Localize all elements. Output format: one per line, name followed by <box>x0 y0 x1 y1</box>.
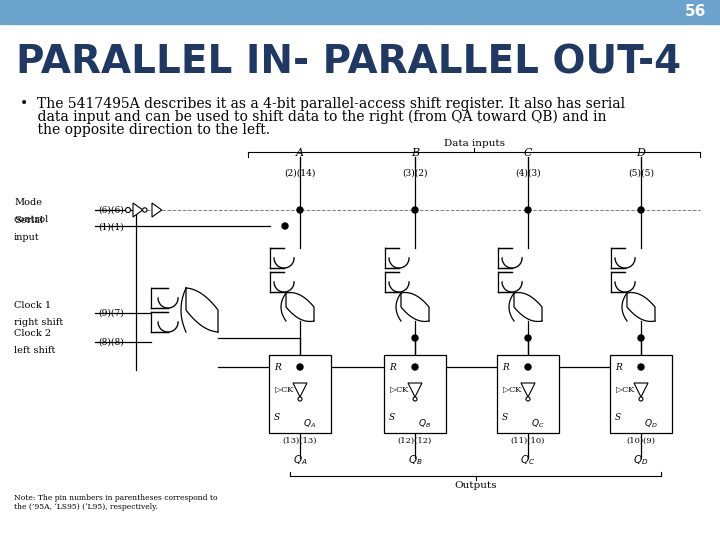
Circle shape <box>298 397 302 401</box>
Text: $Q_C$: $Q_C$ <box>531 417 544 429</box>
Text: PARALLEL IN- PARALLEL OUT-4: PARALLEL IN- PARALLEL OUT-4 <box>16 43 681 81</box>
Text: $Q_D$: $Q_D$ <box>634 453 649 467</box>
Polygon shape <box>152 203 162 217</box>
Circle shape <box>638 364 644 370</box>
Circle shape <box>638 207 644 213</box>
Text: (8)(8): (8)(8) <box>98 338 124 347</box>
Polygon shape <box>498 248 522 268</box>
Bar <box>497 355 559 433</box>
Circle shape <box>125 207 130 213</box>
Polygon shape <box>293 383 307 397</box>
Circle shape <box>297 207 303 213</box>
Bar <box>610 355 672 433</box>
Text: Note: The pin numbers in parentheses correspond to
the (’95A, ‘LS95) (‘L95), res: Note: The pin numbers in parentheses cor… <box>14 494 217 511</box>
Text: $\triangleright$CK: $\triangleright$CK <box>274 384 295 395</box>
Text: D: D <box>636 148 645 158</box>
Text: A: A <box>296 148 304 158</box>
Text: (10)(9): (10)(9) <box>626 437 655 445</box>
Text: (13)(13): (13)(13) <box>283 437 318 445</box>
Text: left shift: left shift <box>14 346 55 355</box>
Polygon shape <box>634 383 648 397</box>
Polygon shape <box>385 272 409 292</box>
Text: (2)(14): (2)(14) <box>284 169 315 178</box>
Text: $Q_C$: $Q_C$ <box>521 453 536 467</box>
Text: C: C <box>523 148 532 158</box>
Text: $Q_A$: $Q_A$ <box>303 417 316 429</box>
Polygon shape <box>186 288 218 332</box>
Text: R: R <box>615 363 622 372</box>
Polygon shape <box>408 383 422 397</box>
Text: $Q_A$: $Q_A$ <box>293 453 307 467</box>
Circle shape <box>639 397 643 401</box>
Polygon shape <box>498 272 522 292</box>
Text: Clock 2: Clock 2 <box>14 329 51 338</box>
Text: Clock 1: Clock 1 <box>14 301 51 310</box>
Polygon shape <box>627 293 655 321</box>
Polygon shape <box>151 288 178 308</box>
Polygon shape <box>385 248 409 268</box>
Text: $Q_B$: $Q_B$ <box>408 453 423 467</box>
Polygon shape <box>286 293 314 321</box>
Text: B: B <box>411 148 419 158</box>
Circle shape <box>525 335 531 341</box>
Polygon shape <box>611 248 635 268</box>
Circle shape <box>282 223 288 229</box>
Text: R: R <box>502 363 509 372</box>
Polygon shape <box>270 248 294 268</box>
Circle shape <box>412 335 418 341</box>
Text: $\triangleright$CK: $\triangleright$CK <box>502 384 523 395</box>
Bar <box>269 355 331 433</box>
Text: (6)(6): (6)(6) <box>98 206 124 214</box>
Circle shape <box>525 207 531 213</box>
Polygon shape <box>270 272 294 292</box>
Circle shape <box>412 364 418 370</box>
Text: $Q_B$: $Q_B$ <box>418 417 431 429</box>
Text: R: R <box>389 363 396 372</box>
Circle shape <box>297 364 303 370</box>
Polygon shape <box>521 383 535 397</box>
Polygon shape <box>151 312 178 332</box>
Text: Mode: Mode <box>14 198 42 207</box>
Circle shape <box>413 397 417 401</box>
Circle shape <box>143 208 147 212</box>
Text: S: S <box>615 413 621 422</box>
Text: control: control <box>14 215 49 224</box>
Text: Outputs: Outputs <box>454 481 497 490</box>
Text: 56: 56 <box>685 4 706 19</box>
Text: (1)(1): (1)(1) <box>98 222 124 232</box>
Polygon shape <box>401 293 429 321</box>
Bar <box>0 0 720 24</box>
Text: Data inputs: Data inputs <box>444 139 505 148</box>
Polygon shape <box>133 203 143 217</box>
Polygon shape <box>514 293 542 321</box>
Text: (11)(10): (11)(10) <box>510 437 545 445</box>
Text: (9)(7): (9)(7) <box>98 308 124 318</box>
Text: S: S <box>389 413 395 422</box>
Text: $Q_D$: $Q_D$ <box>644 417 657 429</box>
Polygon shape <box>611 272 635 292</box>
Circle shape <box>525 364 531 370</box>
Text: input: input <box>14 233 40 242</box>
Text: (3)(2): (3)(2) <box>402 169 428 178</box>
Text: (5)(5): (5)(5) <box>628 169 654 178</box>
Circle shape <box>412 207 418 213</box>
Text: the opposite direction to the left.: the opposite direction to the left. <box>20 123 270 137</box>
Text: •  The 5417495A describes it as a 4-bit parallel-access shift register. It also : • The 5417495A describes it as a 4-bit p… <box>20 97 625 111</box>
Text: data input and can be used to shift data to the right (from QA toward QB) and in: data input and can be used to shift data… <box>20 110 606 124</box>
Text: S: S <box>274 413 280 422</box>
Circle shape <box>638 335 644 341</box>
Text: (4)(3): (4)(3) <box>516 169 541 178</box>
Text: $\triangleright$CK: $\triangleright$CK <box>615 384 636 395</box>
Text: R: R <box>274 363 281 372</box>
Circle shape <box>526 397 530 401</box>
Text: Serial: Serial <box>14 216 43 225</box>
Text: (12)(12): (12)(12) <box>398 437 432 445</box>
Bar <box>384 355 446 433</box>
Text: $\triangleright$CK: $\triangleright$CK <box>389 384 410 395</box>
Text: S: S <box>502 413 508 422</box>
Text: right shift: right shift <box>14 318 63 327</box>
